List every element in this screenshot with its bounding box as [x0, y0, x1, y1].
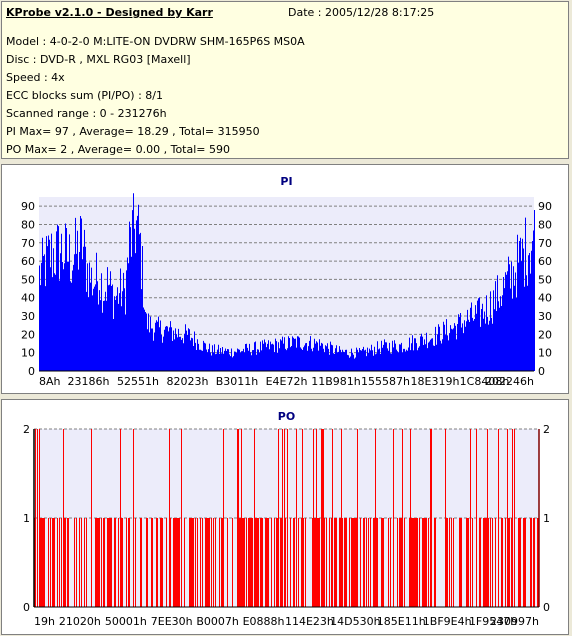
po-chart: PO 0 0 1 1 2 2 19h 21020h 50001h 7EE30h B0007h E0888… [23, 410, 550, 628]
y-tick-label-left: 90 [21, 200, 35, 213]
x-tick-label: 18E319h [411, 375, 460, 388]
x-tick-label: 52551h [117, 375, 159, 388]
y-tick-label-left: 20 [21, 328, 35, 341]
x-tick-label: B3011h [216, 375, 259, 388]
pi-chart: PI 0 0 10 10 20 20 30 30 40 40 50 50 60 60 70 70 80 80 90 90… [21, 175, 552, 388]
y-tick-label-right: 40 [538, 292, 552, 305]
y-tick-label-left: 40 [21, 292, 35, 305]
po-chart-panel: PO 0 0 1 1 2 2 19h 21020h 50001h 7EE30h B0007h E0888… [1, 399, 569, 635]
x-tick-label: 1F9547h [469, 615, 517, 628]
x-tick-label: 19h [34, 615, 55, 628]
y-tick-label-left: 60 [21, 255, 35, 268]
x-tick-label: 21020h [59, 615, 101, 628]
x-tick-label: 230997h [490, 615, 539, 628]
pi-stats: PI Max= 97 , Average= 18.29 , Total= 315… [6, 125, 260, 138]
x-tick-label: 82023h [167, 375, 209, 388]
y-tick-label-right: 90 [538, 200, 552, 213]
pi-chart-panel: PI 0 0 10 10 20 20 30 30 40 40 50 50 60 60 70 70 80 80 90 90… [1, 164, 569, 394]
x-tick-label: 1BF9E4h [423, 615, 472, 628]
y-tick-label-left: 70 [21, 237, 35, 250]
y-tick-label-left: 80 [21, 218, 35, 231]
scanned-range: Scanned range : 0 - 231276h [6, 107, 167, 120]
po-bars-level-2 [35, 429, 515, 607]
x-tick-label: 11B981h [311, 375, 361, 388]
y-tick-label-right: 50 [538, 273, 552, 286]
app-title: KProbe v2.1.0 - Designed by Karr [6, 6, 213, 19]
chart-title: PO [278, 410, 295, 423]
y-tick-label-right: 80 [538, 218, 552, 231]
info-panel: KProbe v2.1.0 - Designed by Karr Date : … [1, 1, 569, 159]
y-tick-label-right: 1 [543, 512, 550, 525]
y-tick-label-left: 0 [23, 601, 30, 614]
x-tick-label: 50001h [105, 615, 147, 628]
pi-area [39, 193, 535, 371]
y-tick-label-right: 30 [538, 310, 552, 323]
y-tick-label-left: 1 [23, 512, 30, 525]
x-tick-label: B0007h [196, 615, 239, 628]
y-tick-label-right: 2 [543, 423, 550, 436]
x-tick-label: 8Ah [39, 375, 61, 388]
y-tick-label-left: 2 [23, 423, 30, 436]
x-tick-label: 114E23h [285, 615, 334, 628]
ecc-sum: ECC blocks sum (PI/PO) : 8/1 [6, 89, 163, 102]
x-tick-label: 1C8408h [460, 375, 510, 388]
y-tick-label-right: 20 [538, 328, 552, 341]
po-stats: PO Max= 2 , Average= 0.00 , Total= 590 [6, 143, 230, 156]
y-tick-label-left: 50 [21, 273, 35, 286]
y-tick-label-left: 0 [28, 365, 35, 378]
disc-info: Disc : DVD-R , MXL RG03 [Maxell] [6, 53, 191, 66]
x-tick-label: E0888h [243, 615, 285, 628]
x-tick-label: 23186h [68, 375, 110, 388]
y-tick-label-right: 10 [538, 347, 552, 360]
y-tick-label-right: 0 [538, 365, 545, 378]
x-tick-label: 155587h [361, 375, 410, 388]
y-tick-label-left: 30 [21, 310, 35, 323]
y-tick-label-right: 70 [538, 237, 552, 250]
x-tick-label: 14D530h [330, 615, 380, 628]
x-tick-label: E4E72h [266, 375, 308, 388]
scan-date: Date : 2005/12/28 8:17:25 [288, 6, 435, 19]
x-tick-label: 202246h [485, 375, 534, 388]
y-tick-label-right: 0 [543, 601, 550, 614]
drive-model: Model : 4-0-2-0 M:LITE-ON DVDRW SHM-165P… [6, 35, 305, 48]
y-tick-label-left: 10 [21, 347, 35, 360]
x-tick-label: 7EE30h [151, 615, 193, 628]
x-tick-label: 185E11h [377, 615, 426, 628]
y-tick-label-right: 60 [538, 255, 552, 268]
speed-info: Speed : 4x [6, 71, 65, 84]
chart-title: PI [280, 175, 292, 188]
